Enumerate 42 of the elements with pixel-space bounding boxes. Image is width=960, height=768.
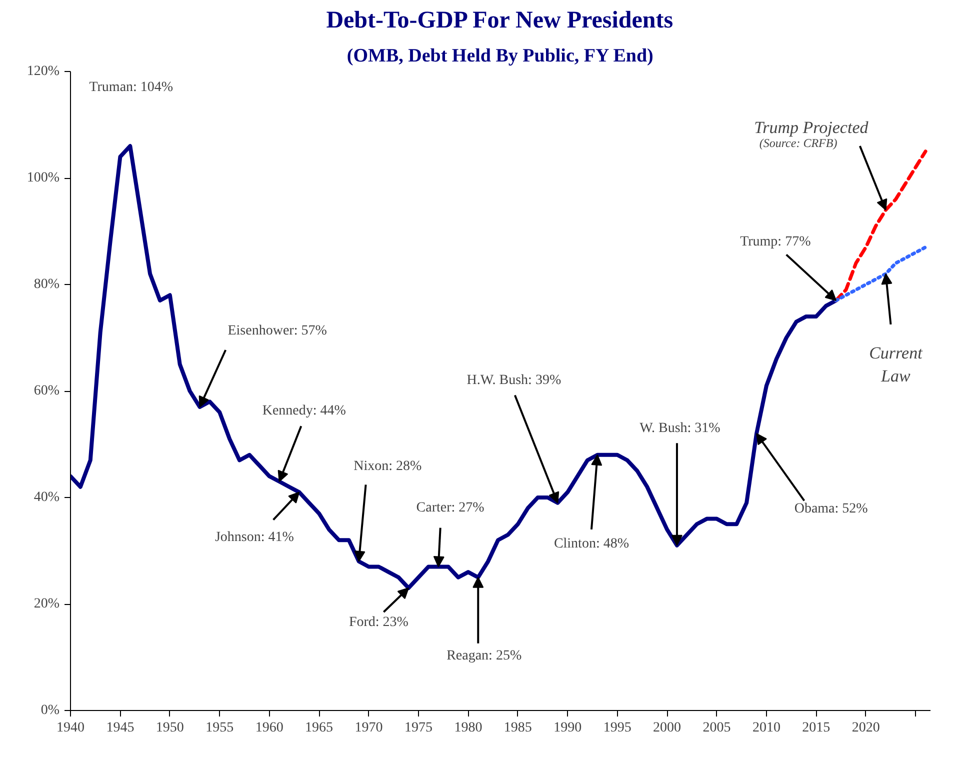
x-tick-label: 1945 [106, 720, 134, 736]
x-tick-label: 1980 [454, 720, 482, 736]
y-tick-label: 40% [34, 490, 60, 505]
x-tick-label: 1940 [56, 720, 84, 736]
chart-subtitle: (OMB, Debt Held By Public, FY End) [346, 46, 654, 66]
x-tick-label: 1995 [603, 720, 632, 736]
chart-title: Debt-To-GDP For New Presidents [326, 8, 674, 34]
x-tick-label: 2005 [702, 720, 731, 736]
annotation: (Source: CRFB) [759, 136, 838, 150]
y-tick-label: 120% [26, 64, 60, 79]
x-tick-label: 2015 [802, 720, 830, 736]
x-tick-label: 1955 [206, 720, 234, 736]
y-tick-label: 80% [34, 277, 60, 292]
x-tick-label: 2000 [653, 720, 682, 736]
x-tick-label: 1965 [305, 720, 334, 736]
annotation: Trump Projected [754, 118, 869, 137]
y-tick-label: 20% [34, 596, 60, 612]
x-tick-label: 2020 [852, 720, 880, 736]
annotation: Kennedy: 44% [262, 404, 346, 419]
x-tick-label: 1985 [504, 720, 532, 736]
y-tick-label: 100% [26, 170, 60, 186]
annotation: H.W. Bush: 39% [466, 372, 562, 388]
annotation: Eisenhower: 57% [228, 323, 328, 338]
annotation: Ford: 23% [348, 615, 409, 630]
y-tick-label: 0% [40, 703, 60, 718]
annotation: Truman: 104% [89, 80, 174, 95]
x-tick-label: 1960 [255, 720, 284, 736]
annotation: W. Bush: 31% [640, 420, 721, 436]
annotation: Reagan: 25% [446, 648, 522, 664]
x-tick-label: 1990 [554, 720, 582, 736]
x-tick-label: 1975 [404, 720, 432, 736]
annotation: Trump: 77% [740, 234, 812, 250]
annotation: Clinton: 48% [554, 536, 630, 552]
annotation: Carter: 27% [416, 500, 485, 516]
x-tick-label: 1970 [354, 720, 383, 736]
x-tick-label: 1950 [156, 720, 184, 736]
annotation: Nixon: 28% [354, 459, 422, 474]
annotation: Obama: 52% [794, 502, 868, 517]
annotation: Current Law [869, 343, 924, 386]
annotation: Johnson: 41% [214, 530, 294, 545]
x-tick-label: 2010 [752, 720, 780, 736]
y-tick-label: 60% [34, 384, 60, 398]
